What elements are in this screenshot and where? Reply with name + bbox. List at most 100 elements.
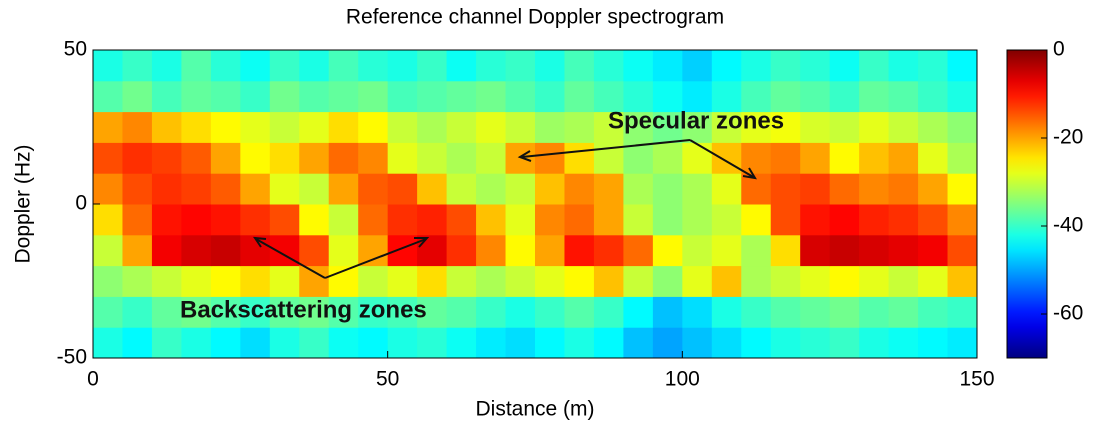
- heatmap-cell: [652, 50, 683, 82]
- heatmap-cell: [888, 111, 919, 143]
- heatmap-cell: [535, 204, 565, 236]
- heatmap-cell: [535, 173, 565, 205]
- heatmap-cell: [918, 173, 949, 205]
- heatmap-cell: [210, 111, 241, 143]
- heatmap-cell: [122, 204, 153, 236]
- heatmap-cell: [800, 50, 831, 82]
- heatmap-cell: [947, 50, 978, 82]
- heatmap-cell: [151, 234, 182, 267]
- heatmap-cell: [240, 111, 271, 143]
- heatmap-cell: [328, 173, 359, 205]
- heatmap-cell: [151, 142, 182, 174]
- heatmap-cell: [947, 173, 978, 205]
- heatmap-cell: [859, 327, 890, 359]
- heatmap-cell: [505, 234, 536, 267]
- heatmap-cell: [358, 142, 389, 174]
- heatmap-cell: [829, 173, 860, 205]
- heatmap-cell: [240, 50, 271, 82]
- heatmap-cell: [564, 50, 595, 82]
- heatmap-cell: [417, 80, 448, 113]
- heatmap-cell: [918, 111, 949, 143]
- heatmap-cell: [387, 80, 418, 113]
- heatmap-cell: [947, 204, 978, 236]
- heatmap-cell: [711, 204, 742, 236]
- heatmap-cell: [240, 173, 271, 205]
- heatmap-cell: [564, 80, 595, 113]
- heatmap-cell: [269, 204, 300, 236]
- heatmap-cell: [535, 111, 565, 143]
- x-tick-label: 50: [376, 368, 399, 391]
- heatmap-cell: [417, 173, 448, 205]
- heatmap-cell: [859, 234, 890, 267]
- heatmap-cell: [476, 204, 507, 236]
- heatmap-cell: [800, 111, 831, 143]
- heatmap-cell: [93, 142, 123, 174]
- heatmap-cell: [741, 142, 772, 174]
- heatmap-cell: [593, 234, 624, 267]
- heatmap-cell: [770, 296, 801, 328]
- heatmap-cell: [711, 80, 742, 113]
- heatmap-cell: [711, 234, 742, 267]
- heatmap-cell: [918, 50, 949, 82]
- heatmap-cell: [652, 296, 683, 328]
- heatmap-cell: [711, 296, 742, 328]
- heatmap-cell: [93, 234, 123, 267]
- y-tick-label: 0: [75, 192, 87, 215]
- heatmap-cell: [682, 50, 713, 82]
- heatmap-cell: [859, 50, 890, 82]
- heatmap-cell: [859, 296, 890, 328]
- arrow-head: [253, 236, 267, 248]
- heatmap-cell: [387, 142, 418, 174]
- heatmap-cell: [800, 173, 831, 205]
- heatmap-cell: [328, 80, 359, 113]
- heatmap-cell: [829, 327, 860, 359]
- heatmap-cell: [417, 142, 448, 174]
- arrow-head: [517, 150, 532, 162]
- heatmap-cell: [446, 142, 477, 174]
- heatmap-cell: [93, 50, 123, 82]
- heatmap-cell: [122, 50, 153, 82]
- heatmap-cell: [859, 111, 890, 143]
- heatmap-cell: [181, 296, 212, 328]
- heatmap-cell: [505, 296, 536, 328]
- heatmap-cell: [181, 80, 212, 113]
- heatmap-cell: [623, 173, 654, 205]
- heatmap-cell: [93, 173, 123, 205]
- heatmap-cell: [122, 80, 153, 113]
- heatmap-cell: [652, 327, 683, 359]
- heatmap-cell: [711, 111, 742, 143]
- arrow-head: [414, 237, 430, 248]
- heatmap-cell: [593, 50, 624, 82]
- x-axis-label: Distance (m): [475, 398, 594, 421]
- y-tick-label: -50: [57, 346, 87, 369]
- heatmap-cell: [800, 327, 831, 359]
- heatmap-cell: [652, 80, 683, 113]
- heatmap-cell: [564, 265, 595, 297]
- heatmap-cell: [535, 327, 565, 359]
- heatmap-cell: [240, 80, 271, 113]
- heatmap-cell: [947, 142, 978, 174]
- heatmap-cell: [299, 265, 330, 297]
- heatmap-cell: [888, 142, 919, 174]
- heatmap-cell: [328, 327, 359, 359]
- heatmap-cell: [623, 234, 654, 267]
- annotation: Backscattering zones: [180, 296, 427, 323]
- heatmap-cell: [446, 265, 477, 297]
- heatmap-cell: [358, 265, 389, 297]
- heatmap-cell: [682, 327, 713, 359]
- heatmap-cell: [269, 111, 300, 143]
- arrow: [255, 238, 326, 279]
- heatmap-cell: [181, 204, 212, 236]
- heatmap-cell: [770, 265, 801, 297]
- heatmap-cell: [711, 50, 742, 82]
- heatmap-cell: [918, 265, 949, 297]
- heatmap-cell: [593, 327, 624, 359]
- heatmap-cell: [682, 173, 713, 205]
- heatmap-cell: [210, 50, 241, 82]
- heatmap-cell: [151, 296, 182, 328]
- heatmap-cell: [770, 142, 801, 174]
- heatmap-cell: [210, 142, 241, 174]
- heatmap-cell: [269, 80, 300, 113]
- heatmap-cell: [328, 142, 359, 174]
